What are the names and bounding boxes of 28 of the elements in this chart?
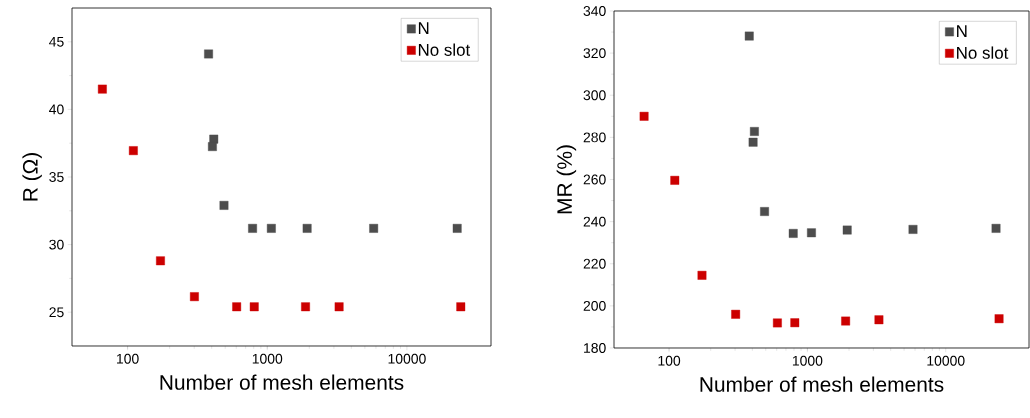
y-tick-label: 280 xyxy=(583,132,606,143)
x-tick-label: 1000 xyxy=(792,355,823,366)
legend-label: No slot xyxy=(418,43,471,56)
y-tick-label: 30 xyxy=(49,239,64,250)
y-tick-label: 25 xyxy=(49,307,64,318)
x-axis-title: Number of mesh elements xyxy=(160,374,404,390)
y-tick-label: 300 xyxy=(583,90,606,101)
y-tick-label: 340 xyxy=(583,6,606,16)
y-tick-label: 45 xyxy=(49,36,64,47)
y-tick-label: 40 xyxy=(49,104,64,115)
x-tick-label: 100 xyxy=(117,353,139,364)
x-tick-label: 10000 xyxy=(927,355,965,366)
legend-label: N xyxy=(418,22,429,34)
y-tick-label: 200 xyxy=(583,300,606,311)
y-axis-title: R (Ω) xyxy=(22,153,42,201)
legend-label: No slot xyxy=(957,46,1009,59)
y-axis-title: MR (%) xyxy=(556,145,577,214)
legend-label: N xyxy=(957,25,967,37)
x-axis-title: Number of mesh elements xyxy=(700,376,944,392)
y-tick-label: 320 xyxy=(583,48,606,59)
y-tick-label: 35 xyxy=(49,172,64,182)
y-tick-label: 180 xyxy=(584,343,606,353)
y-tick-label: 220 xyxy=(583,258,606,269)
y-tick-label: 240 xyxy=(583,216,606,227)
x-tick-label: 1000 xyxy=(252,353,283,364)
x-tick-label: 100 xyxy=(658,355,681,366)
x-tick-label: 10000 xyxy=(388,353,426,364)
y-tick-label: 260 xyxy=(583,174,606,185)
